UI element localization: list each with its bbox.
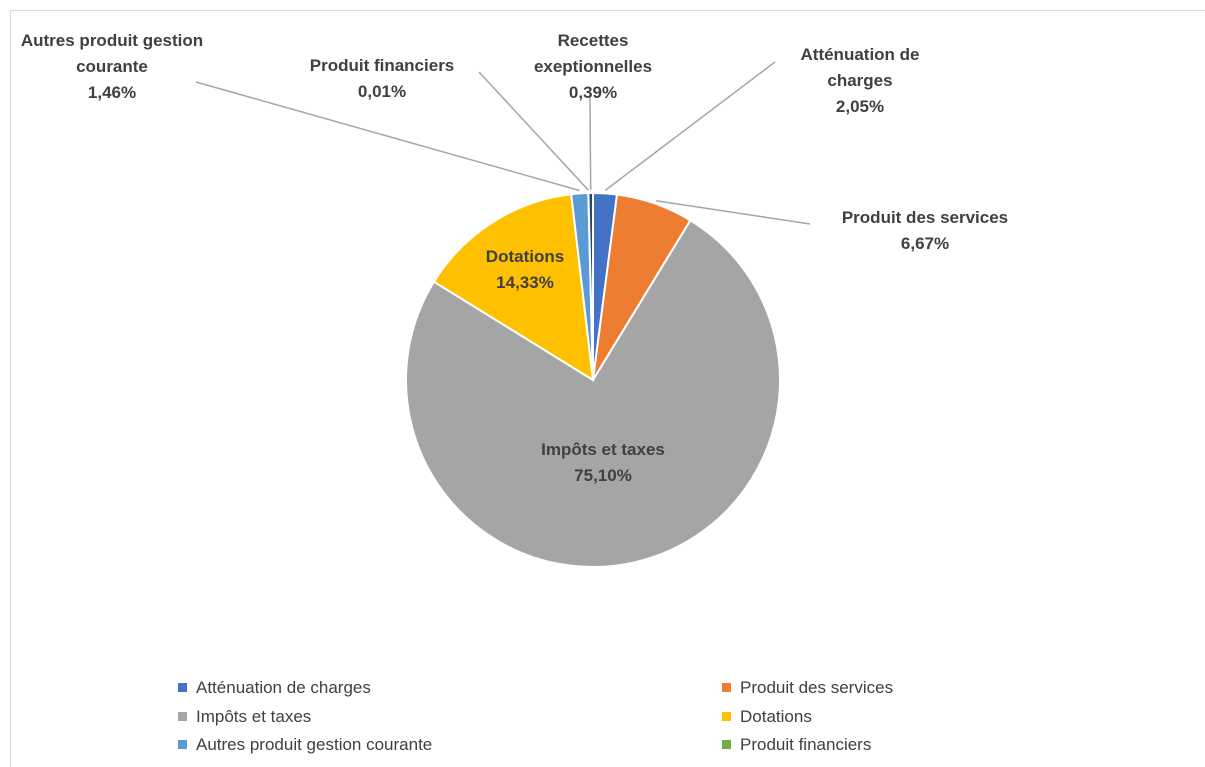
data-label-name: Atténuation de charges <box>800 45 920 90</box>
legend-item: Impôts et taxes <box>178 707 311 727</box>
data-label-name: Dotations <box>485 247 565 266</box>
data-label: Recettes exeptionnelles 0,39% <box>523 28 663 106</box>
leader-line <box>589 97 592 191</box>
legend-label: Autres produit gestion courante <box>196 735 433 754</box>
legend-label: Impôts et taxes <box>196 706 312 726</box>
data-label: Dotations 14,33% <box>465 244 585 296</box>
legend-item: Autres produit gestion courante <box>178 735 432 755</box>
pie-slice <box>587 191 594 381</box>
data-label-name: Impôts et taxes <box>541 440 665 459</box>
legend: Atténuation de charges Produit des servic… <box>0 672 1205 760</box>
data-label-name: Recettes exeptionnelles <box>533 31 653 76</box>
legend-item: Produit financiers <box>722 735 871 755</box>
data-label-value: 1,46% <box>87 83 137 102</box>
data-label-name: Produit financiers <box>309 56 455 75</box>
data-label-value: 0,01% <box>357 82 407 101</box>
data-label-value: 75,10% <box>574 466 632 485</box>
data-label-value: 2,05% <box>835 97 885 116</box>
legend-item: Produit des services <box>722 678 893 698</box>
legend-swatch <box>178 683 187 692</box>
data-label-name: Produit des services <box>841 208 1009 227</box>
legend-item: Atténuation de charges <box>178 678 371 698</box>
leader-line <box>195 81 580 192</box>
data-label: Autres produit gestion courante 1,46% <box>20 28 205 106</box>
legend-label: Dotations <box>740 706 812 726</box>
chart-border <box>10 10 1205 767</box>
data-label-value: 14,33% <box>496 273 554 292</box>
data-label: Produit financiers 0,01% <box>277 53 487 105</box>
legend-label: Produit des services <box>740 678 894 697</box>
legend-label: Atténuation de charges <box>196 678 371 697</box>
data-label: Produit des services 6,67% <box>805 205 1045 257</box>
leader-line <box>604 61 776 191</box>
leader-line <box>655 200 811 225</box>
legend-swatch <box>722 740 731 749</box>
data-label-value: 0,39% <box>568 83 618 102</box>
data-label: Atténuation de charges 2,05% <box>775 42 945 120</box>
data-label-name: Autres produit gestion courante <box>20 31 204 76</box>
data-label-value: 6,67% <box>900 234 950 253</box>
legend-label: Produit financiers <box>740 735 872 754</box>
legend-swatch <box>722 683 731 692</box>
data-label: Impôts et taxes 75,10% <box>503 437 703 489</box>
legend-swatch <box>178 740 187 749</box>
legend-swatch <box>722 711 731 721</box>
legend-item: Dotations <box>722 707 812 727</box>
leader-line <box>478 71 589 191</box>
pie-slice <box>432 193 595 382</box>
pie-slice <box>405 218 781 568</box>
legend-swatch <box>178 711 187 721</box>
